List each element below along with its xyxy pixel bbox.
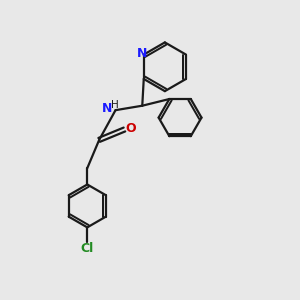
Text: O: O: [125, 122, 136, 135]
Text: N: N: [102, 102, 112, 115]
Text: H: H: [111, 100, 119, 110]
Text: N: N: [137, 46, 148, 60]
Text: Cl: Cl: [81, 242, 94, 255]
